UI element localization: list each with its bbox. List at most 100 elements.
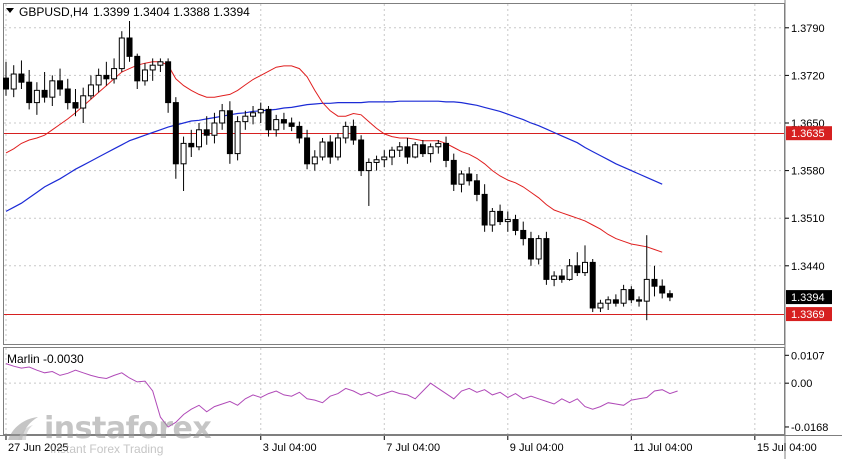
candle [196, 123, 202, 151]
bear-candle-body [651, 278, 658, 287]
candle [157, 58, 164, 72]
candle [188, 129, 195, 157]
bull-candle-body [234, 121, 241, 155]
bear-candle-body [172, 102, 179, 165]
watermark-brand: instaforex [44, 411, 212, 446]
candle [18, 60, 25, 89]
candle [435, 140, 442, 154]
symbol-label: GBPUSD,H4 [19, 5, 89, 19]
candle [643, 235, 650, 321]
price-tick-label: 1.3510 [791, 213, 825, 225]
bear-candle-body [350, 125, 357, 141]
candle [551, 271, 558, 287]
bear-candle-body [450, 159, 457, 185]
bear-candle-body [636, 299, 643, 302]
bull-candle-body [242, 115, 249, 123]
price-tick-label: 1.3580 [791, 166, 825, 178]
candle [80, 87, 87, 123]
current-price-badge-bg [786, 290, 832, 305]
candle [427, 143, 434, 163]
candle [149, 58, 156, 81]
candle [319, 137, 326, 161]
bull-candle-body [10, 73, 17, 90]
candle [582, 245, 588, 276]
bull-candle-body [149, 64, 156, 71]
bear-candle-body [358, 139, 365, 172]
bull-candle-body [389, 149, 395, 158]
candle [651, 265, 658, 297]
level-low-badge-bg [786, 307, 832, 322]
bear-candle-body [288, 122, 295, 127]
candle [234, 116, 241, 161]
candle [504, 211, 511, 232]
candle [134, 53, 141, 89]
oscillator [5, 363, 678, 428]
candle [443, 136, 450, 168]
current-price-badge: 1.3394 [786, 290, 832, 305]
ohlc-readout: 1.3399 1.3404 1.3388 1.3394 [93, 5, 250, 19]
candle [466, 167, 473, 186]
time-tick-label: 3 Jul 04:00 [263, 442, 317, 454]
candle [296, 121, 303, 144]
caret-down-icon[interactable] [6, 8, 14, 13]
bull-candle-body [196, 129, 202, 148]
bear-candle-body [41, 89, 48, 98]
bear-candle-body [72, 102, 79, 109]
bull-candle-body [87, 84, 94, 97]
bull-candle-body [365, 161, 372, 172]
bear-candle-body [443, 142, 450, 161]
time-tick-label: 27 Jun 2025 [8, 442, 69, 454]
candle [558, 269, 565, 283]
bear-candle-body [589, 261, 596, 309]
bear-candle-body [18, 73, 25, 83]
candle [41, 72, 48, 103]
bull-candle-body [257, 108, 264, 114]
bear-candle-body [57, 80, 64, 90]
candle [141, 63, 148, 86]
candle [350, 119, 357, 145]
candle [365, 158, 372, 206]
bear-candle-body [543, 238, 550, 280]
time-tick-label: 9 Jul 04:00 [510, 442, 564, 454]
candle [612, 294, 619, 307]
price-tick-label: 1.3790 [791, 23, 825, 35]
candle [211, 112, 218, 144]
bull-candle-body [95, 74, 102, 86]
bear-candle-body [497, 210, 504, 223]
level-low-badge: 1.3369 [786, 307, 832, 322]
bull-candle-body [141, 69, 148, 82]
bear-candle-body [3, 77, 9, 90]
time-tick-label: 15 Jul 04:00 [757, 442, 817, 454]
candle [311, 150, 318, 171]
candle [49, 75, 56, 106]
candle [203, 116, 210, 145]
bear-candle-body [134, 55, 141, 82]
candle [72, 89, 79, 117]
bear-candle-body [512, 219, 519, 231]
candle [512, 214, 519, 236]
candle [118, 31, 125, 72]
bear-candle-body [304, 137, 311, 165]
candle [535, 235, 542, 265]
candle [543, 231, 550, 285]
time-tick-label: 11 Jul 04:00 [633, 442, 692, 454]
candle [33, 82, 40, 115]
price-tick-label: 1.3440 [791, 261, 825, 273]
bear-candle-body [103, 74, 110, 80]
time-tick-label: 7 Jul 04:00 [386, 442, 440, 454]
marlin-oscillator-line [5, 363, 678, 428]
osc-tick-label: -0.0168 [791, 422, 828, 434]
candle [257, 102, 264, 123]
bull-candle-body [458, 173, 465, 185]
osc-tick-label: 0.00 [791, 378, 812, 390]
bull-candle-body [381, 156, 388, 161]
bear-candle-body [64, 88, 71, 104]
candle [103, 61, 110, 86]
bull-candle-body [620, 289, 627, 304]
candle [250, 106, 257, 125]
watermark: instaforex Instant Forex Trading [6, 411, 212, 456]
candle [458, 170, 465, 193]
candle [64, 78, 71, 110]
